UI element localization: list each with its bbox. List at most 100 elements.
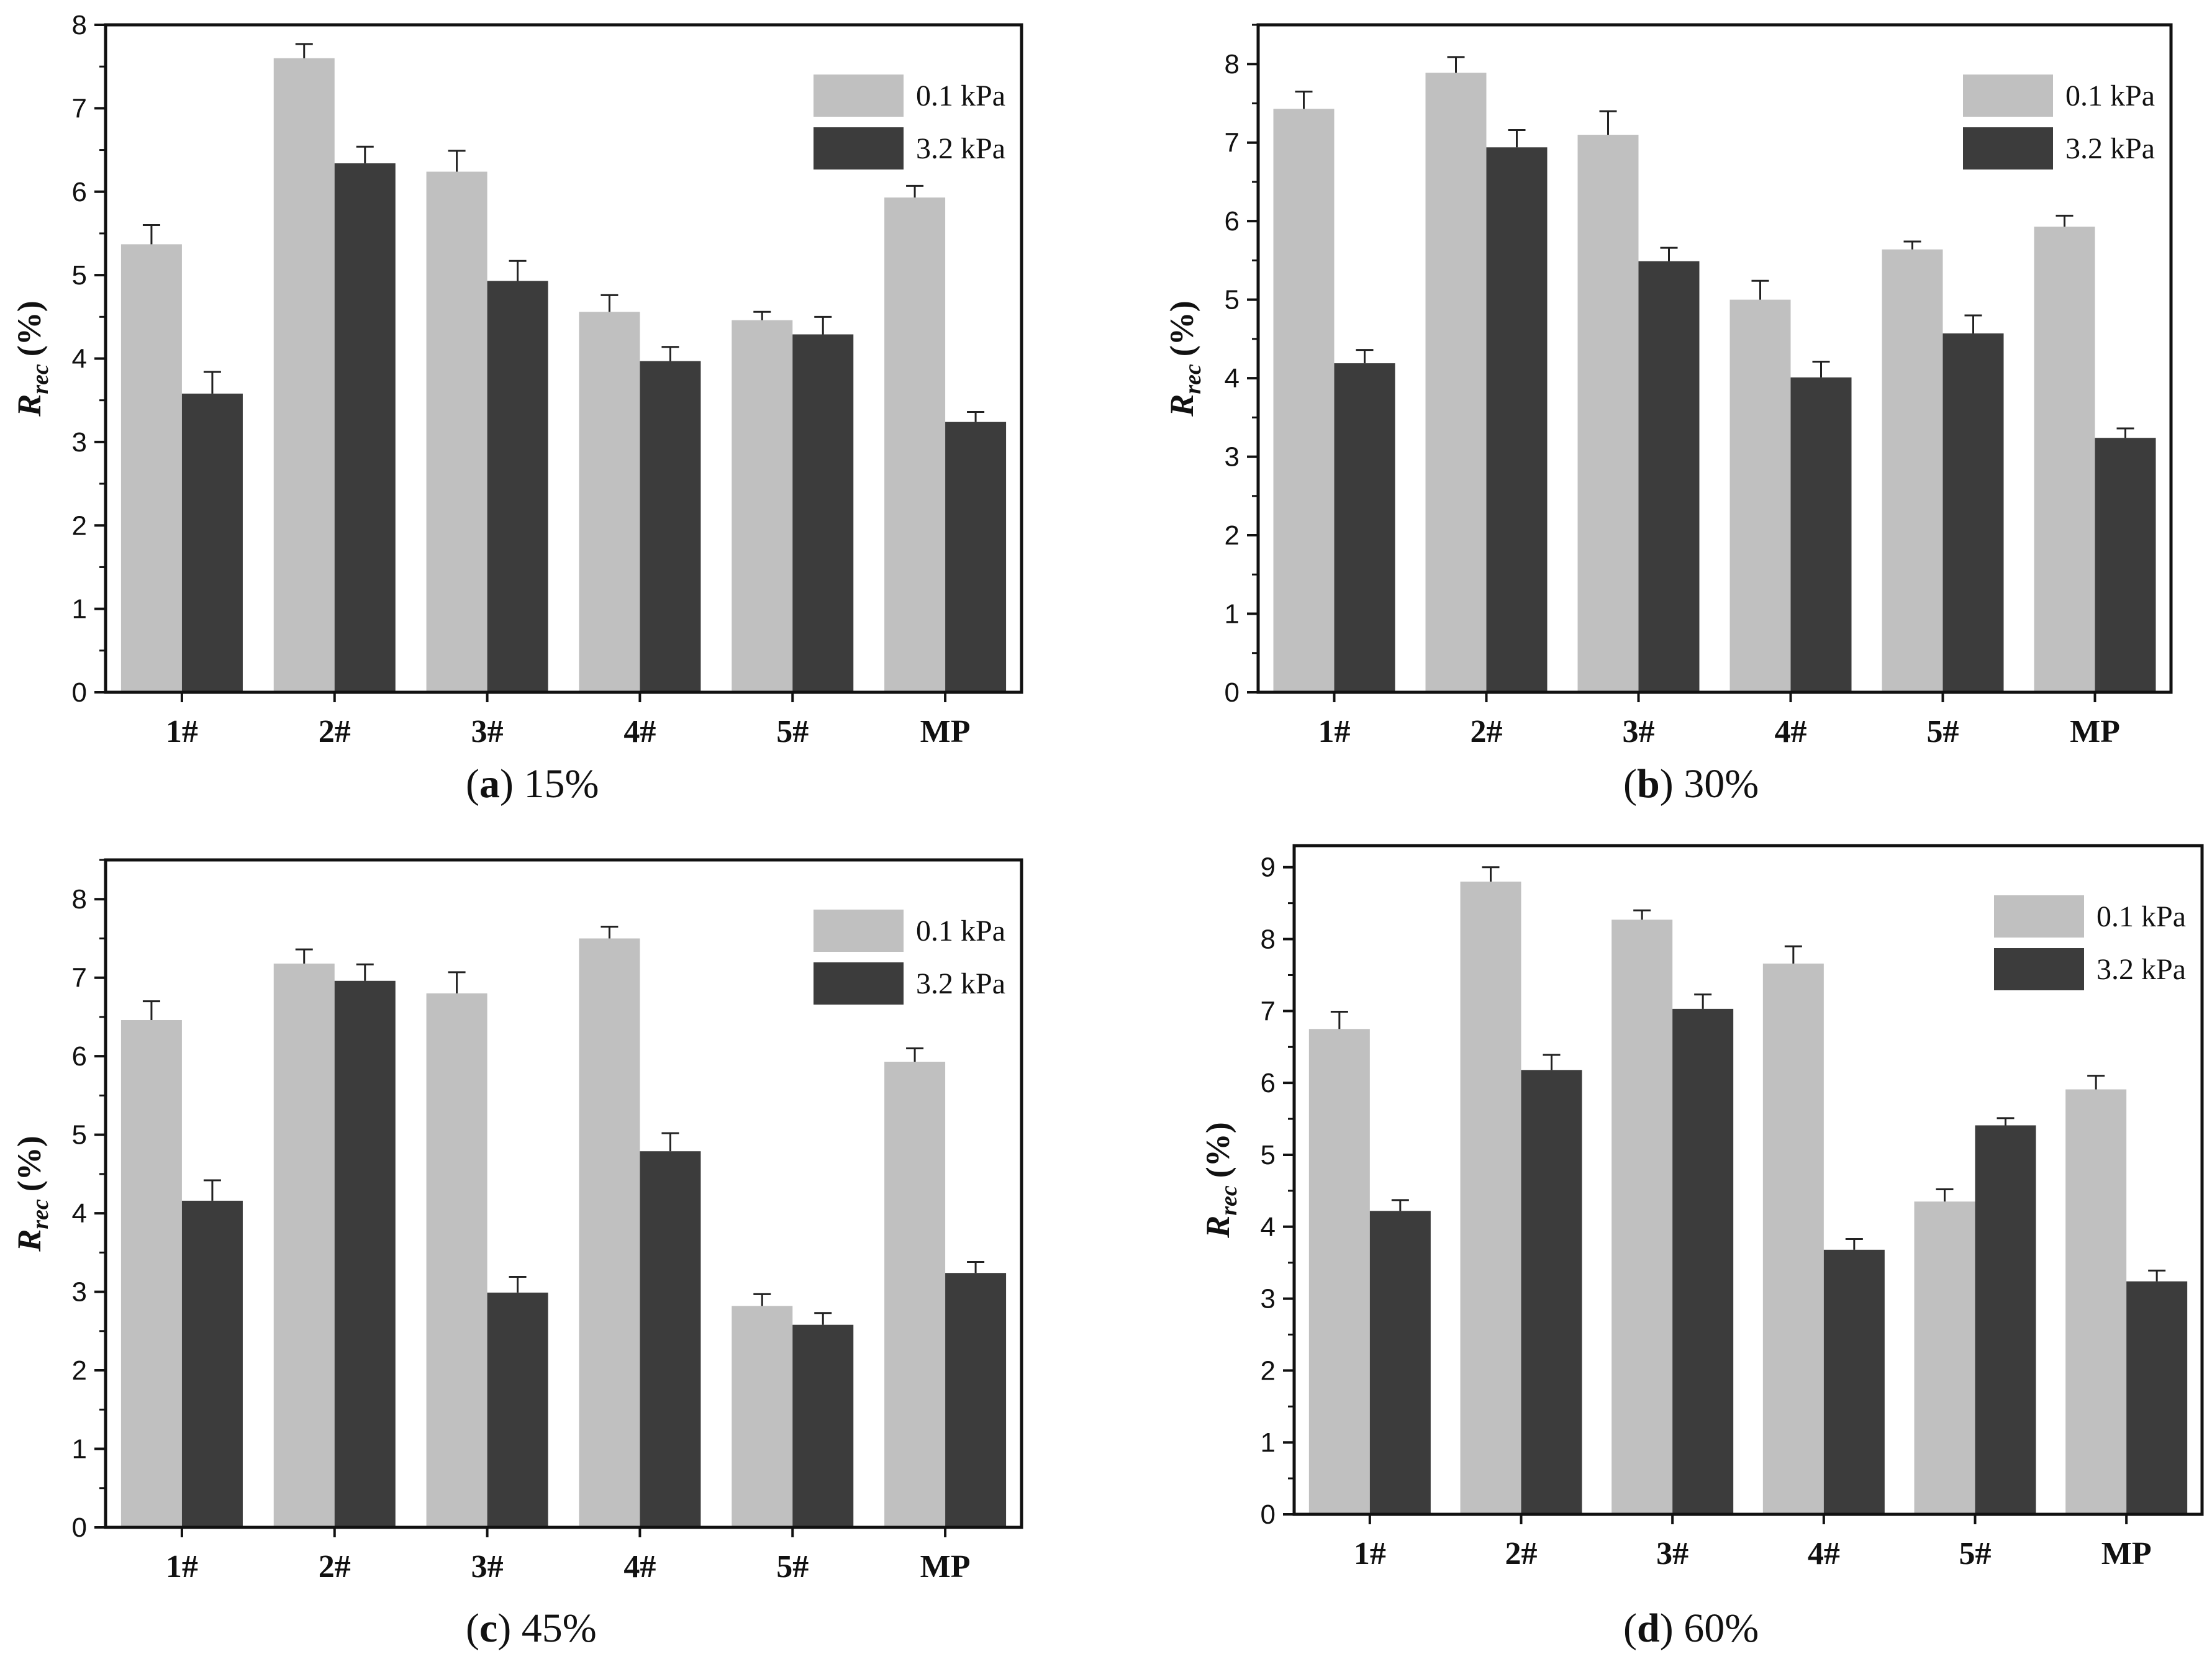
legend-label: 3.2 kPa bbox=[916, 967, 1005, 1000]
y-tick-label: 8 bbox=[1261, 924, 1276, 955]
y-tick-label: 1 bbox=[1261, 1427, 1276, 1458]
x-tick-label: 2# bbox=[1505, 1536, 1538, 1571]
y-tick-label: 6 bbox=[72, 1041, 87, 1072]
bar-0-1-kPa-3 bbox=[1611, 920, 1673, 1514]
bar-0-1-kPa-2 bbox=[273, 963, 335, 1527]
caption-d: (d) 60% bbox=[1623, 1606, 1759, 1651]
x-tick-label: 2# bbox=[319, 714, 351, 749]
legend-label: 0.1 kPa bbox=[2065, 79, 2155, 112]
x-tick-label: 3# bbox=[1623, 714, 1655, 749]
bar-3-2-kPa-MP bbox=[945, 422, 1007, 692]
y-label-subscript: rec bbox=[1180, 364, 1206, 394]
y-axis-label: Rrec (%) bbox=[11, 1136, 53, 1252]
legend-swatch-0 bbox=[1994, 895, 2084, 938]
y-tick-label: 8 bbox=[72, 884, 87, 915]
x-tick-label: 4# bbox=[623, 1549, 656, 1584]
bar-3-2-kPa-3 bbox=[1672, 1008, 1734, 1514]
chart-panel-a: 0 1 2 3 4 5 6 7 8 1# 2# 3# 4# 5# MP Rrec (%) 0.1 kPa 3.2 k… bbox=[0, 0, 1106, 838]
legend-swatch-0 bbox=[814, 910, 904, 952]
x-tick-label: 4# bbox=[1775, 714, 1807, 749]
bar-3-2-kPa-1 bbox=[181, 1200, 243, 1527]
y-label-unit: (%) bbox=[1199, 1122, 1236, 1178]
y-tick-label: 7 bbox=[1225, 128, 1240, 158]
bar-3-2-kPa-4 bbox=[640, 361, 701, 692]
y-label-subscript: rec bbox=[27, 364, 53, 394]
plot-frame bbox=[104, 858, 1023, 1529]
y-label-symbol: R bbox=[11, 1229, 48, 1252]
y-label-unit: (%) bbox=[11, 1136, 48, 1191]
y-tick-label: 2 bbox=[1225, 520, 1240, 551]
plot-frame bbox=[1256, 23, 2173, 694]
bar-3-2-kPa-4 bbox=[1790, 377, 1852, 692]
chart-panel-b: 0 1 2 3 4 5 6 7 8 1# 2# 3# 4# 5# MP Rrec (%) 0.1 kPa 3.2 k… bbox=[1106, 0, 2212, 838]
x-tick-label: 2# bbox=[1471, 714, 1503, 749]
y-tick-label: 3 bbox=[72, 1277, 87, 1308]
y-tick-label: 6 bbox=[72, 177, 87, 207]
legend-swatch-1 bbox=[814, 127, 904, 170]
x-tick-label: 2# bbox=[319, 1549, 351, 1584]
x-tick-label: 1# bbox=[1318, 714, 1351, 749]
bar-0-1-kPa-1 bbox=[120, 1020, 182, 1527]
bar-0-1-kPa-MP bbox=[2065, 1089, 2127, 1514]
y-tick-label: 1 bbox=[72, 1434, 87, 1465]
legend-swatch-1 bbox=[1963, 127, 2053, 170]
bar-3-2-kPa-3 bbox=[1638, 261, 1700, 692]
bar-chart-a: 0 1 2 3 4 5 6 7 8 1# 2# 3# 4# 5# MP Rrec (%) 0.1 kPa 3.2 k… bbox=[11, 10, 1023, 749]
caption-a: (a) 15% bbox=[466, 761, 599, 807]
y-tick-label: 1 bbox=[72, 594, 87, 625]
x-tick-label: 3# bbox=[1656, 1536, 1688, 1571]
bar-0-1-kPa-1 bbox=[120, 244, 182, 692]
y-tick-label: 3 bbox=[1261, 1284, 1276, 1314]
bar-0-1-kPa-2 bbox=[1425, 73, 1487, 693]
plot-frame bbox=[1292, 844, 2204, 1516]
y-tick-label: 0 bbox=[72, 677, 87, 708]
bar-3-2-kPa-5 bbox=[792, 334, 854, 692]
legend-swatch-0 bbox=[814, 75, 904, 117]
y-tick-label: 1 bbox=[1225, 599, 1240, 630]
y-axis-label: Rrec (%) bbox=[1199, 1122, 1242, 1239]
y-tick-label: 0 bbox=[1225, 677, 1240, 708]
y-tick-label: 7 bbox=[72, 93, 87, 124]
bar-0-1-kPa-3 bbox=[426, 993, 487, 1527]
legend-label: 3.2 kPa bbox=[916, 132, 1005, 165]
legend-swatch-0 bbox=[1963, 75, 2053, 117]
bar-0-1-kPa-2 bbox=[1460, 881, 1521, 1514]
y-tick-label: 2 bbox=[72, 1355, 87, 1386]
bar-chart-d: 0 1 2 3 4 5 6 7 8 9 1# 2# 3# 4# 5# MP Rrec (%) 0.1 kPa 3.2 … bbox=[1199, 844, 2204, 1571]
x-tick-label: MP bbox=[2070, 714, 2120, 749]
bar-0-1-kPa-MP bbox=[2034, 227, 2095, 692]
bar-3-2-kPa-MP bbox=[2095, 438, 2156, 692]
bar-0-1-kPa-4 bbox=[1729, 299, 1791, 692]
y-tick-label: 5 bbox=[1261, 1140, 1276, 1170]
y-tick-label: 4 bbox=[72, 1198, 87, 1229]
y-tick-label: 7 bbox=[1261, 996, 1276, 1026]
y-tick-label: 4 bbox=[1261, 1212, 1276, 1242]
bar-0-1-kPa-2 bbox=[273, 58, 335, 692]
x-tick-label: 5# bbox=[776, 714, 809, 749]
bar-3-2-kPa-3 bbox=[487, 1292, 548, 1527]
y-label-subscript: rec bbox=[27, 1199, 53, 1229]
y-label-subscript: rec bbox=[1216, 1185, 1242, 1216]
y-tick-label: 4 bbox=[72, 344, 87, 374]
y-label-unit: (%) bbox=[1163, 301, 1200, 356]
x-tick-label: 3# bbox=[471, 714, 504, 749]
x-tick-label: 4# bbox=[1808, 1536, 1840, 1571]
y-tick-label: 3 bbox=[1225, 442, 1240, 472]
bar-3-2-kPa-5 bbox=[792, 1324, 854, 1527]
caption-value: 15% bbox=[524, 761, 599, 807]
bar-0-1-kPa-5 bbox=[1882, 249, 1943, 692]
legend-swatch-1 bbox=[1994, 948, 2084, 990]
y-tick-label: 2 bbox=[72, 510, 87, 541]
chart-panel-d: 0 1 2 3 4 5 6 7 8 9 1# 2# 3# 4# 5# MP Rrec (%) 0.1 kPa 3.2 … bbox=[1106, 838, 2212, 1676]
x-tick-label: 1# bbox=[166, 714, 198, 749]
x-tick-label: MP bbox=[2101, 1536, 2152, 1571]
y-label-symbol: R bbox=[11, 394, 48, 417]
bar-3-2-kPa-5 bbox=[1975, 1125, 2036, 1514]
y-tick-label: 8 bbox=[72, 10, 87, 40]
bar-0-1-kPa-3 bbox=[1577, 135, 1639, 692]
x-tick-label: 3# bbox=[471, 1549, 504, 1584]
bar-3-2-kPa-4 bbox=[1823, 1249, 1885, 1514]
bar-3-2-kPa-MP bbox=[2126, 1281, 2188, 1514]
bar-3-2-kPa-1 bbox=[1334, 363, 1395, 692]
bar-chart-b: 0 1 2 3 4 5 6 7 8 1# 2# 3# 4# 5# MP Rrec (%) 0.1 kPa 3.2 k… bbox=[1163, 23, 2173, 749]
